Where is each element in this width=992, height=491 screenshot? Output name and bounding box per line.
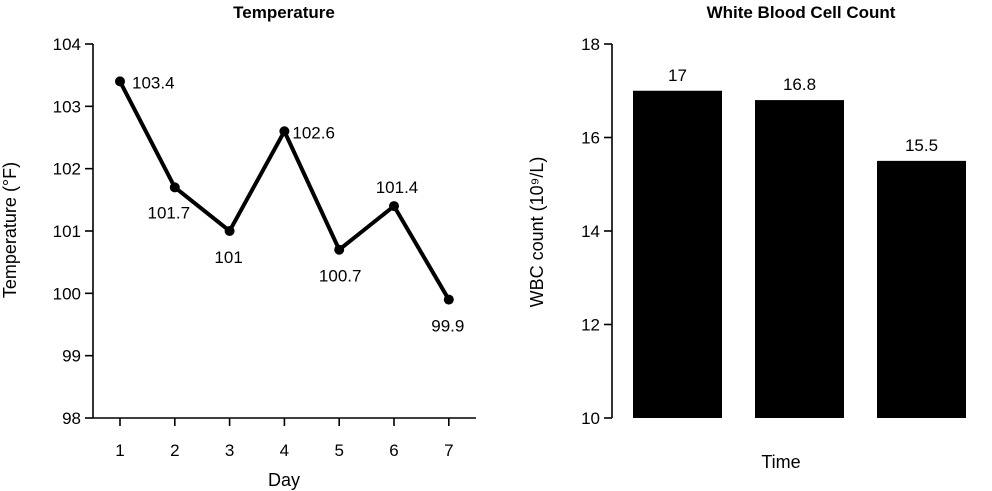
temperature-x-tick-label: 3 xyxy=(225,441,234,460)
wbc-y-tick-label: 16 xyxy=(581,129,600,148)
temperature-point xyxy=(334,244,345,255)
temperature-data-label: 103.4 xyxy=(132,73,175,92)
temperature-x-tick-label: 7 xyxy=(444,441,453,460)
temperature-y-tick-label: 101 xyxy=(53,222,81,241)
wbc-chart-title: White Blood Cell Count xyxy=(707,3,896,22)
wbc-bar xyxy=(633,90,722,418)
temperature-y-tick-label: 99 xyxy=(62,347,81,366)
wbc-y-ticks: 10 12 14 16 18 xyxy=(581,35,612,428)
temperature-data-label: 99.9 xyxy=(431,317,464,336)
wbc-y-tick-label: 14 xyxy=(581,222,600,241)
temperature-y-tick-label: 102 xyxy=(53,160,81,179)
temperature-chart-title: Temperature xyxy=(233,3,335,22)
wbc-y-axis-label: WBC count (10⁹/L) xyxy=(527,157,547,308)
temperature-data-label: 101.7 xyxy=(148,203,191,222)
temperature-x-tick-label: 4 xyxy=(280,441,289,460)
temperature-data-labels: 103.4 101.7 101 102.6 100.7 101.4 99.9 xyxy=(132,73,464,335)
temperature-x-ticks: 1 2 3 4 5 6 7 xyxy=(115,418,454,460)
temperature-chart: Temperature Day Temperature (°F) 98 99 100… xyxy=(0,3,476,490)
temperature-point xyxy=(169,182,180,193)
wbc-bar xyxy=(877,160,966,418)
temperature-point xyxy=(115,76,125,87)
wbc-data-label: 17 xyxy=(668,66,687,85)
temperature-x-tick-label: 5 xyxy=(334,441,343,460)
wbc-chart: White Blood Cell Count Time WBC count (1… xyxy=(527,3,966,472)
temperature-x-axis-label: Day xyxy=(268,470,300,490)
temperature-data-label: 100.7 xyxy=(319,267,362,286)
wbc-y-tick-label: 10 xyxy=(581,409,600,428)
temperature-y-tick-label: 98 xyxy=(62,409,81,428)
temperature-x-tick-label: 2 xyxy=(170,441,179,460)
temperature-point xyxy=(443,294,454,305)
temperature-x-tick-label: 6 xyxy=(389,441,398,460)
temperature-y-tick-label: 104 xyxy=(53,35,81,54)
temperature-x-tick-label: 1 xyxy=(115,441,124,460)
temperature-y-axis-label: Temperature (°F) xyxy=(0,162,20,298)
wbc-y-tick-label: 18 xyxy=(581,35,600,54)
temperature-y-ticks: 98 99 100 101 102 103 104 xyxy=(53,35,93,428)
wbc-bars xyxy=(633,90,966,418)
wbc-data-labels: 17 16.8 15.5 xyxy=(668,66,938,155)
wbc-x-axis-label: Time xyxy=(761,452,800,472)
wbc-bar xyxy=(755,100,844,418)
temperature-y-tick-label: 103 xyxy=(53,97,81,116)
temperature-point xyxy=(224,226,235,236)
temperature-points xyxy=(115,76,454,305)
wbc-y-tick-label: 12 xyxy=(581,316,600,335)
temperature-point xyxy=(279,126,290,137)
temperature-data-label: 101.4 xyxy=(376,178,419,197)
wbc-data-label: 16.8 xyxy=(783,75,816,94)
temperature-data-label: 102.6 xyxy=(292,123,335,142)
temperature-data-label: 101 xyxy=(214,248,242,267)
temperature-point xyxy=(389,201,399,212)
wbc-data-label: 15.5 xyxy=(905,136,938,155)
temperature-y-tick-label: 100 xyxy=(53,284,81,303)
